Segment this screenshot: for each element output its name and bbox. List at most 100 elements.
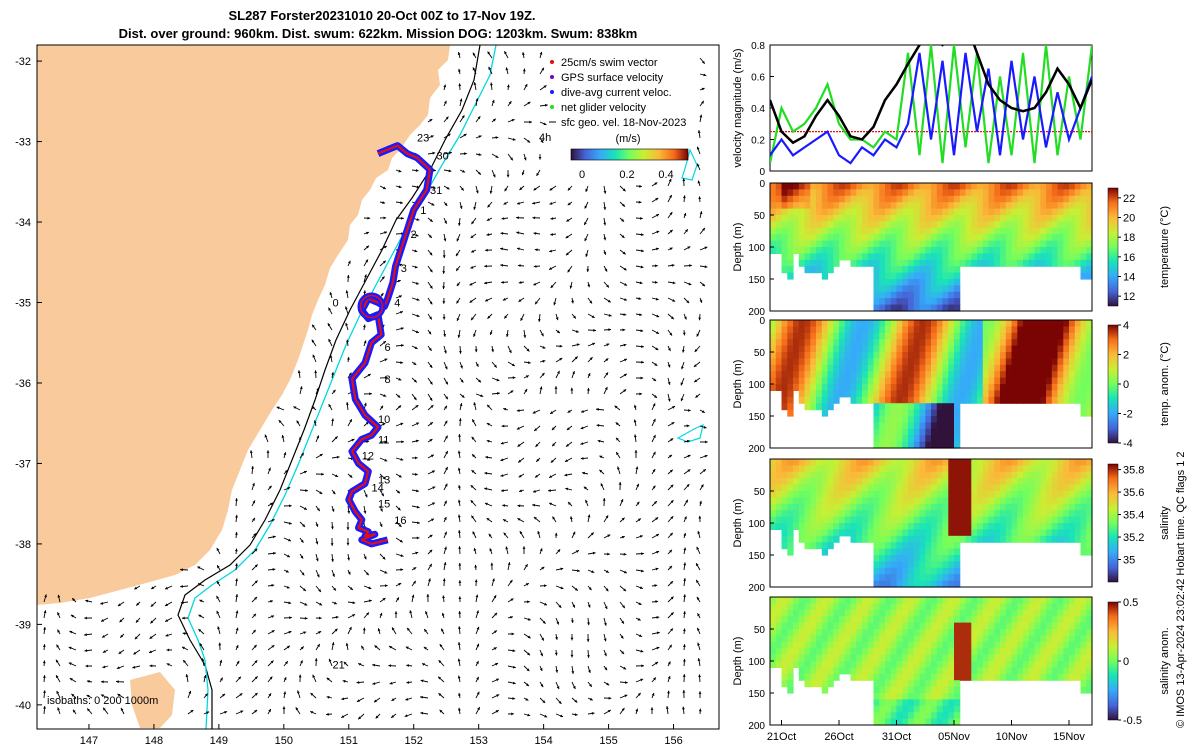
section-cell bbox=[902, 304, 909, 312]
geo-velocity-arrowhead bbox=[182, 632, 186, 635]
section-cell bbox=[781, 603, 788, 611]
geo-velocity-arrowhead bbox=[474, 564, 478, 568]
section-cell bbox=[873, 202, 880, 210]
section-cell bbox=[954, 491, 961, 498]
section-cell bbox=[781, 377, 788, 385]
section-cell bbox=[770, 510, 777, 518]
section-cell bbox=[850, 221, 857, 229]
section-cell bbox=[982, 510, 990, 518]
geo-velocity-arrowhead bbox=[703, 73, 707, 77]
geo-velocity-arrowhead bbox=[303, 631, 307, 635]
geo-velocity-arrowhead bbox=[420, 695, 423, 699]
section-cell bbox=[1080, 396, 1087, 404]
section-cell bbox=[833, 247, 840, 254]
section-cell bbox=[798, 503, 806, 511]
section-cell bbox=[1028, 234, 1036, 242]
section-cell bbox=[873, 503, 880, 511]
section-cell bbox=[1005, 339, 1013, 347]
section-cell bbox=[890, 183, 898, 190]
colorbar-tick-label: 35 bbox=[1123, 555, 1135, 567]
geo-velocity-arrowhead bbox=[698, 674, 702, 678]
section-cell bbox=[1046, 345, 1053, 353]
section-cell bbox=[862, 364, 869, 372]
section-cell bbox=[925, 574, 932, 582]
section-cell bbox=[879, 422, 886, 430]
section-cell bbox=[925, 279, 932, 286]
geo-velocity-arrowhead bbox=[430, 405, 434, 408]
geo-velocity-arrowhead bbox=[500, 247, 504, 251]
section-cell bbox=[781, 516, 788, 524]
geo-velocity-arrowhead bbox=[516, 247, 520, 251]
section-cell bbox=[925, 332, 932, 340]
section-cell bbox=[959, 202, 967, 210]
section-cell bbox=[948, 390, 955, 398]
geo-velocity-arrowhead bbox=[72, 709, 76, 713]
section-cell bbox=[1011, 189, 1018, 197]
geo-velocity-arrowhead bbox=[198, 629, 202, 632]
geo-velocity-arrowhead bbox=[540, 139, 544, 143]
section-cell bbox=[925, 215, 932, 222]
section-cell bbox=[1063, 503, 1070, 511]
geo-velocity-arrowhead bbox=[552, 516, 556, 520]
section-cell bbox=[919, 364, 926, 372]
geo-velocity-arrowhead bbox=[599, 469, 603, 473]
section-cell bbox=[954, 189, 961, 197]
section-cell bbox=[971, 358, 978, 366]
section-cell bbox=[902, 535, 909, 543]
section-cell bbox=[971, 189, 978, 197]
geo-velocity-arrowhead bbox=[252, 629, 256, 633]
geo-velocity-arrowhead bbox=[669, 332, 673, 336]
geo-velocity-arrowhead bbox=[638, 602, 642, 605]
section-cell bbox=[1063, 183, 1070, 190]
section-cell bbox=[913, 332, 921, 340]
section-cell bbox=[925, 183, 932, 190]
section-cell bbox=[1040, 529, 1047, 537]
section-cell bbox=[890, 416, 898, 423]
section-cell bbox=[954, 371, 961, 379]
geo-velocity-arrowhead bbox=[478, 379, 482, 383]
geo-velocity-arrowhead bbox=[134, 586, 138, 590]
geo-velocity-arrowhead bbox=[283, 677, 287, 681]
section-cell bbox=[942, 548, 949, 556]
section-cell bbox=[902, 465, 909, 473]
section-cell bbox=[931, 189, 938, 197]
geo-velocity-arrowhead bbox=[464, 152, 467, 156]
section-cell bbox=[804, 629, 811, 636]
section-cell bbox=[896, 548, 903, 556]
section-cell bbox=[1074, 189, 1082, 197]
geo-velocity-arrowhead bbox=[655, 567, 659, 571]
legend-gps-marker bbox=[550, 75, 554, 79]
section-cell bbox=[798, 648, 806, 656]
section-cell bbox=[787, 332, 794, 340]
section-cell bbox=[810, 215, 817, 222]
geo-velocity-arrowhead bbox=[577, 569, 580, 573]
section-cell bbox=[839, 471, 846, 479]
section-cell bbox=[1017, 523, 1024, 530]
section-cell bbox=[833, 390, 840, 398]
geo-velocity-arrowhead bbox=[345, 322, 349, 326]
geo-velocity-arrowhead bbox=[591, 315, 595, 318]
section-cell bbox=[954, 516, 961, 524]
section-cell bbox=[1057, 345, 1064, 353]
geo-velocity-arrowhead bbox=[281, 435, 285, 438]
geo-velocity-arrowhead bbox=[316, 508, 320, 512]
section-cell bbox=[982, 215, 990, 222]
section-cell bbox=[954, 542, 961, 550]
geo-velocity-arrowhead bbox=[541, 637, 544, 641]
geo-velocity-arrowhead bbox=[641, 664, 644, 668]
section-cell bbox=[833, 221, 840, 229]
section-cell bbox=[902, 364, 909, 372]
geo-velocity-arrowhead bbox=[462, 169, 466, 173]
section-cell bbox=[1005, 202, 1013, 210]
section-cell bbox=[1063, 326, 1070, 334]
section-cell bbox=[850, 478, 857, 486]
section-cell bbox=[798, 629, 806, 636]
section-cell bbox=[787, 465, 794, 473]
section-cell bbox=[1034, 221, 1041, 229]
section-cell bbox=[896, 352, 903, 359]
section-cell bbox=[827, 247, 834, 254]
section-cell bbox=[994, 339, 1001, 347]
geo-velocity-arrowhead bbox=[654, 182, 658, 186]
geo-velocity-arrowhead bbox=[460, 365, 463, 369]
section-cell bbox=[821, 345, 829, 353]
